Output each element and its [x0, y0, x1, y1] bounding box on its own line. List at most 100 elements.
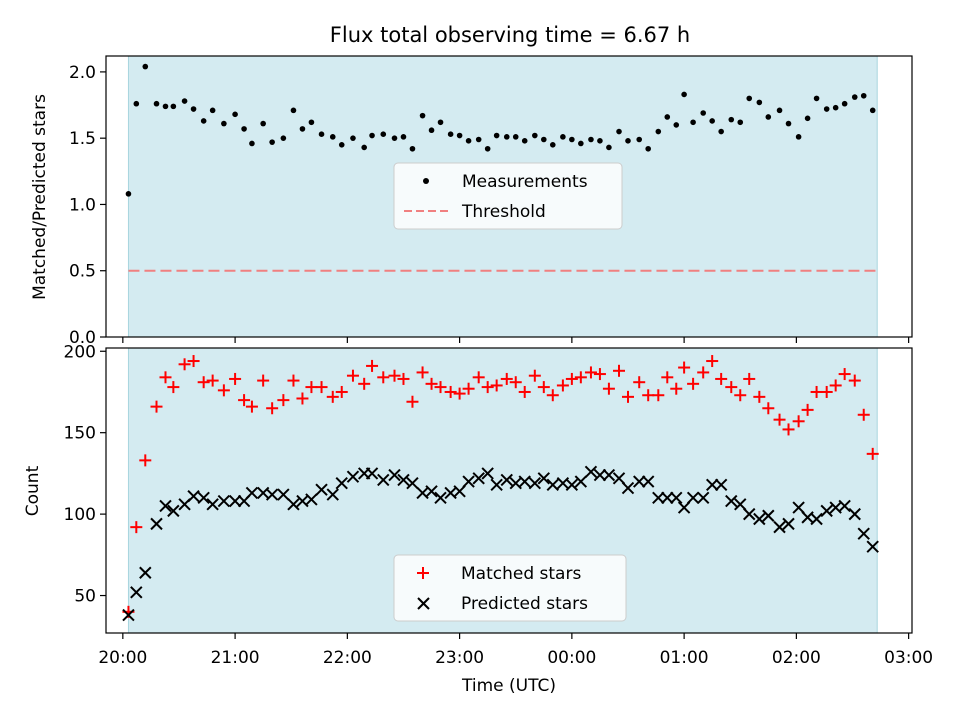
- matched-point: [245, 400, 258, 413]
- measurement-point: [785, 120, 792, 127]
- measurement-point: [153, 100, 160, 107]
- predicted-point: [228, 494, 242, 508]
- matched-point: [652, 389, 665, 402]
- predicted-point: [782, 517, 795, 531]
- measurement-point: [578, 140, 584, 147]
- predicted-point: [206, 498, 219, 511]
- matched-point: [725, 381, 738, 394]
- measurement-point: [718, 128, 724, 135]
- predicted-point: [714, 478, 728, 492]
- measurement-point: [737, 119, 744, 126]
- measurement-point: [391, 135, 398, 141]
- predicted-point: [159, 499, 172, 513]
- predicted-point: [150, 517, 163, 531]
- matched-legend-marker: [417, 567, 429, 579]
- matched-point: [377, 371, 390, 384]
- top-y-tick-label: 1.0: [69, 195, 96, 215]
- matched-point: [670, 382, 683, 395]
- matched-point: [159, 371, 172, 384]
- measurement-point: [588, 136, 594, 143]
- bottom-x-ticks: 20:00 21:00 22:00 23:00 00:00 01:00 02:00 03:00: [98, 633, 933, 668]
- count-points: [122, 355, 879, 622]
- matched-point: [277, 394, 290, 407]
- predicted-point: [365, 467, 379, 480]
- predicted-point: [773, 520, 786, 534]
- predicted-point: [762, 509, 775, 522]
- measurement-point: [493, 132, 500, 139]
- predicted-point: [574, 475, 588, 488]
- bottom-legend: Matched stars Predicted stars: [393, 554, 627, 622]
- measurement-point: [369, 132, 375, 139]
- measurement-point: [447, 131, 454, 138]
- predicted-point: [434, 491, 447, 505]
- measurement-point: [200, 118, 207, 124]
- measurement-point: [655, 128, 662, 135]
- predicted-point: [612, 472, 626, 485]
- predicted-point: [743, 507, 756, 521]
- measurement-point: [181, 98, 188, 104]
- measurement-point: [241, 126, 247, 132]
- measurement-point: [869, 107, 876, 114]
- predicted-point: [315, 483, 328, 496]
- x-tick-label: 02:00: [772, 648, 821, 668]
- predicted-point: [621, 481, 635, 495]
- measurement-point: [269, 139, 275, 145]
- bottom-axes-frame: [105, 347, 913, 634]
- bottom-y-tick-label: 50: [74, 587, 96, 607]
- matched-point: [546, 389, 559, 402]
- measurement-point: [318, 131, 325, 138]
- matched-point: [810, 385, 823, 398]
- measurement-point: [804, 115, 811, 122]
- measurement-point: [428, 127, 435, 134]
- matched-point: [167, 381, 180, 394]
- predicted-point: [305, 493, 318, 506]
- matched-point: [621, 390, 634, 403]
- measurement-point: [221, 120, 227, 127]
- measurement-point: [350, 135, 356, 141]
- measurement-point: [190, 106, 197, 112]
- top-legend: Measurements Threshold: [393, 162, 623, 230]
- x-tick-label: 22:00: [323, 648, 372, 668]
- matched-point: [388, 369, 401, 382]
- measurement-point: [569, 136, 575, 143]
- top-panel: 0.00.51.01.52.0 Matched/Predicted stars …: [30, 55, 913, 348]
- matched-point: [773, 413, 786, 426]
- matched-point: [326, 390, 339, 403]
- measurement-point: [142, 63, 149, 70]
- matched-point: [315, 381, 328, 394]
- predicted-point: [197, 491, 210, 505]
- predicted-point: [753, 512, 766, 526]
- predicted-point: [425, 485, 438, 498]
- matched-legend-label: Matched stars: [461, 564, 581, 584]
- measurement-point: [133, 100, 140, 107]
- measurement-point: [860, 92, 867, 99]
- matched-point: [593, 368, 606, 381]
- measurement-points: [125, 63, 876, 197]
- predicted-point: [848, 507, 861, 521]
- measurement-point: [361, 144, 367, 151]
- matched-point: [472, 371, 485, 384]
- figure-title: Flux total observing time = 6.67 h: [330, 23, 690, 47]
- predicted-point: [277, 488, 290, 501]
- measurement-point: [308, 119, 315, 126]
- matched-point: [574, 371, 587, 384]
- predicted-point: [584, 465, 598, 478]
- predicted-point: [462, 475, 475, 488]
- predicted-point: [388, 468, 401, 482]
- measurement-point: [709, 118, 715, 124]
- top-axes-frame: [105, 55, 913, 338]
- predicted-point: [167, 504, 180, 518]
- predicted-point: [705, 478, 719, 492]
- measurement-point: [209, 107, 216, 114]
- matched-point: [406, 395, 419, 408]
- measurement-point: [437, 119, 444, 126]
- matched-point: [762, 402, 775, 415]
- predicted-point: [633, 475, 646, 488]
- measurement-point: [795, 134, 802, 140]
- matched-point: [178, 358, 191, 371]
- matched-point: [734, 389, 747, 402]
- matched-point: [335, 385, 348, 398]
- measurement-point: [746, 95, 753, 102]
- measurement-point: [299, 126, 306, 132]
